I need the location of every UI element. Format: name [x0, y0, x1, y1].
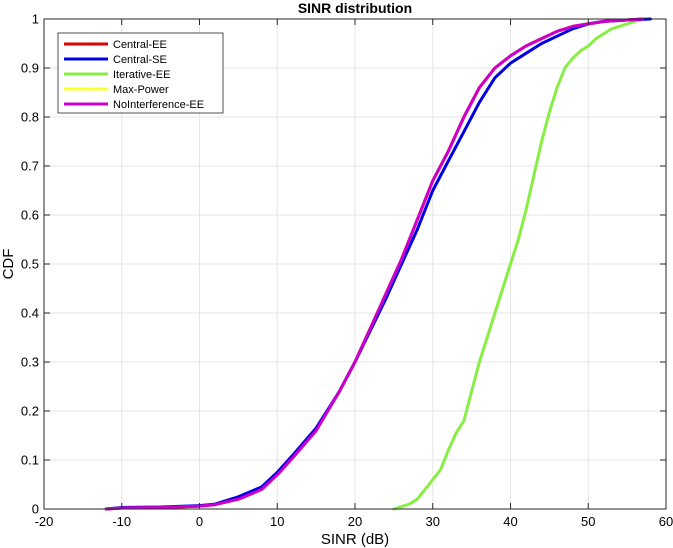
x-tick-label: 50: [581, 514, 595, 529]
legend: Central-EE Central-SE Iterative-EE Max-Powe…: [57, 32, 224, 114]
y-tick-label: 1: [32, 12, 39, 27]
x-tick-label: 10: [270, 514, 284, 529]
x-tick-label: 60: [659, 514, 673, 529]
x-tick-label: 30: [426, 514, 440, 529]
x-tick-label: -10: [112, 514, 131, 529]
legend-label-central-ee: Central-EE: [113, 39, 167, 51]
x-tick-label: 40: [503, 514, 517, 529]
y-tick-label: 0.4: [21, 306, 39, 321]
tick-labels: -20 -10 0 10 20 30 40 50 60 0 0.1 0.2 0.3 0.4 0.5 0.6 0.…: [21, 12, 673, 530]
series-line-central-se: [104, 17, 652, 511]
series-line-iterative-ee: [392, 17, 645, 511]
y-tick-label: 0.6: [21, 208, 39, 223]
y-tick-label: 0.1: [21, 453, 39, 468]
x-axis-label: SINR (dB): [321, 531, 389, 548]
legend-label-nointerference-ee: NoInterference-EE: [113, 99, 204, 111]
x-tick-label: 0: [196, 514, 203, 529]
x-tick-label: -20: [35, 514, 54, 529]
y-tick-label: 0.3: [21, 355, 39, 370]
y-tick-label: 0.8: [21, 110, 39, 125]
axis-ticks: [43, 18, 667, 510]
legend-label-iterative-ee: Iterative-EE: [113, 69, 170, 81]
y-tick-label: 0.7: [21, 159, 39, 174]
legend-label-max-power: Max-Power: [113, 84, 169, 96]
y-tick-label: 0.9: [21, 61, 39, 76]
series-line-nointerference-ee: [104, 17, 645, 511]
legend-label-central-se: Central-SE: [113, 54, 167, 66]
series-lines: [104, 17, 652, 511]
legend-entries: Central-EE Central-SE Iterative-EE Max-Powe…: [64, 39, 204, 111]
y-tick-label: 0.2: [21, 404, 39, 419]
y-axis-label: CDF: [0, 249, 17, 280]
y-tick-label: 0.5: [21, 257, 39, 272]
x-tick-label: 20: [348, 514, 362, 529]
y-tick-label: 0: [32, 502, 39, 517]
chart-title: SINR distribution: [298, 0, 412, 16]
